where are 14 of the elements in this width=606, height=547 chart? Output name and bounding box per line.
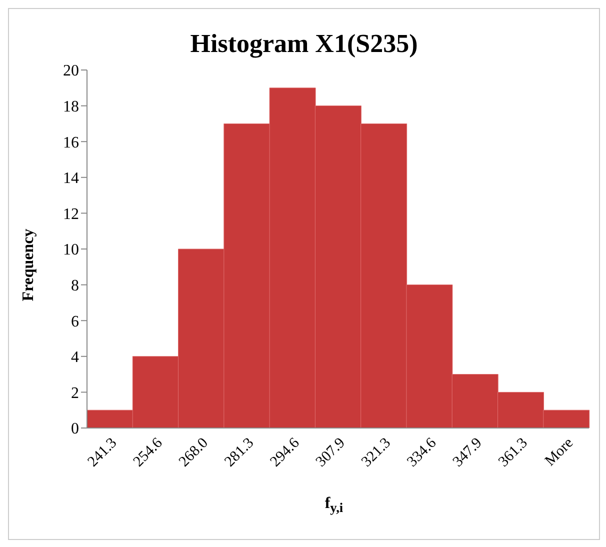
y-tick-label: 14: [63, 170, 79, 188]
y-tick-label: 10: [63, 242, 79, 259]
x-axis-title: f$_{y,i}$: [324, 495, 344, 516]
y-tick-label: 6: [71, 313, 79, 330]
y-tick-label: 20: [63, 62, 79, 80]
y-tick-label: 18: [63, 98, 79, 116]
y-tick-label: 2: [71, 384, 79, 402]
y-tick-label: 12: [63, 206, 79, 223]
chart-title: Histogram X1(S235): [190, 29, 418, 58]
y-tick-label: 16: [63, 134, 79, 152]
y-tick-label: 8: [71, 277, 79, 294]
y-axis-title: Frequency: [20, 228, 38, 302]
y-tick-label: 0: [71, 420, 79, 438]
y-tick-label: 4: [71, 349, 79, 366]
